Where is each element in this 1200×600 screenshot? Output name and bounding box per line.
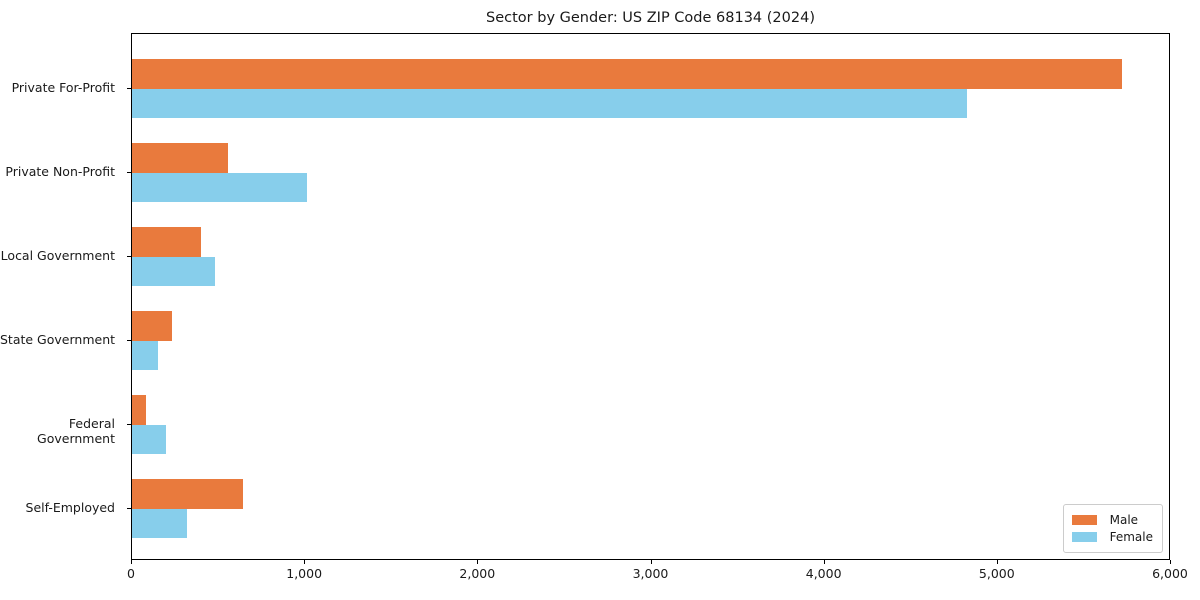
bar-female-federal-government: [132, 425, 166, 454]
x-tick-label-3000: 3,000: [632, 566, 669, 581]
x-tick-label-6000: 6,000: [1152, 566, 1188, 581]
x-tick-1000: [304, 560, 306, 564]
y-tick-self-employed: [127, 508, 131, 509]
bar-female-state-government: [132, 341, 158, 370]
x-tick-label-5000: 5,000: [978, 566, 1015, 581]
bar-female-local-government: [132, 257, 215, 286]
legend-swatch-male: [1071, 515, 1097, 525]
x-tick-0: [131, 560, 132, 564]
category-label-self-employed: Self-Employed: [25, 500, 115, 515]
x-tick-3000: [650, 560, 652, 564]
legend: Male Female: [1062, 504, 1163, 553]
bar-male-state-government: [132, 311, 172, 341]
bar-male-local-government: [132, 227, 202, 257]
x-tick-2000: [477, 560, 479, 564]
category-label-private-non-profit: Private Non-Profit: [5, 164, 115, 179]
legend-label-female: Female: [1109, 530, 1153, 544]
plot-area: Male Female: [131, 33, 1170, 560]
x-tick-label-0: 0: [127, 566, 135, 581]
legend-label-male: Male: [1109, 513, 1139, 527]
bar-female-private-for-profit: [132, 89, 967, 118]
category-label-federal-government: Federal Government: [37, 416, 115, 446]
bar-male-federal-government: [132, 395, 146, 425]
y-tick-private-for-profit: [127, 88, 131, 89]
category-label-private-for-profit: Private For-Profit: [11, 80, 115, 95]
x-tick-5000: [996, 560, 998, 564]
legend-swatch-female: [1071, 532, 1097, 542]
x-tick-label-4000: 4,000: [805, 566, 842, 581]
y-tick-federal-government: [127, 424, 131, 425]
x-tick-label-2000: 2,000: [459, 566, 496, 581]
bar-male-self-employed: [132, 479, 244, 509]
category-label-local-government: Local Government: [0, 248, 115, 263]
y-tick-state-government: [127, 340, 131, 341]
bar-male-private-non-profit: [132, 143, 228, 173]
legend-entry-female: Female: [1071, 529, 1153, 545]
bar-female-self-employed: [132, 509, 188, 538]
y-tick-local-government: [127, 256, 131, 257]
x-tick-6000: [1170, 560, 1171, 564]
bar-male-private-for-profit: [132, 59, 1123, 89]
y-tick-private-non-profit: [127, 172, 131, 173]
x-tick-label-1000: 1,000: [286, 566, 323, 581]
x-tick-4000: [823, 560, 825, 564]
category-label-state-government: State Government: [0, 332, 116, 347]
legend-entry-male: Male: [1071, 512, 1153, 528]
chart-title: Sector by Gender: US ZIP Code 68134 (202…: [486, 10, 815, 26]
bar-female-private-non-profit: [132, 173, 307, 202]
